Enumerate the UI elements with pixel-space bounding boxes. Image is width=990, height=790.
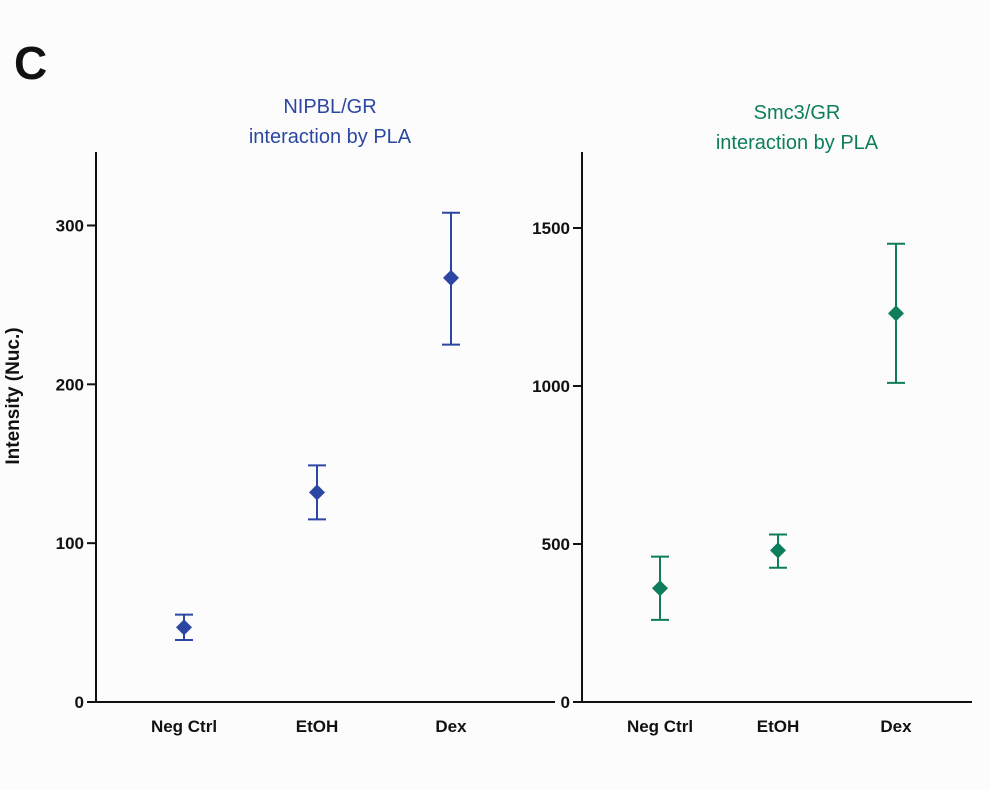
chart1-title-line2: interaction by PLA [249,126,412,148]
chart1-x-tick-label: Dex [435,717,467,736]
chart2-x-tick-label: Dex [880,717,912,736]
chart2-data-point [652,580,668,597]
chart1-x-tick-label: EtOH [296,717,339,736]
chart1-y-tick-label: 100 [56,534,84,553]
chart1-x-tick-label: Neg Ctrl [151,717,217,736]
chart2-title-line2: interaction by PLA [716,132,879,154]
chart2-title-line1: Smc3/GR [754,102,841,124]
chart1-y-tick-label: 300 [56,216,84,235]
panel-letter: C [14,37,48,89]
chart2-data-point [888,305,904,322]
chart2-y-tick-label: 1500 [532,219,570,238]
chart1-data-point [176,619,192,636]
chart1-data-point [443,269,459,286]
chart1-y-tick-label: 200 [56,375,84,394]
chart1-y-tick-label: 0 [75,693,84,712]
chart2-y-tick-label: 1000 [532,377,570,396]
chart2-x-tick-label: Neg Ctrl [627,717,693,736]
chart2-y-tick-label: 0 [561,693,570,712]
chart1-title-line1: NIPBL/GR [283,96,376,118]
chart2-data-point [770,542,786,559]
chart2-x-tick-label: EtOH [757,717,800,736]
chart1-data-point [309,484,325,501]
chart2-y-tick-label: 500 [542,535,570,554]
